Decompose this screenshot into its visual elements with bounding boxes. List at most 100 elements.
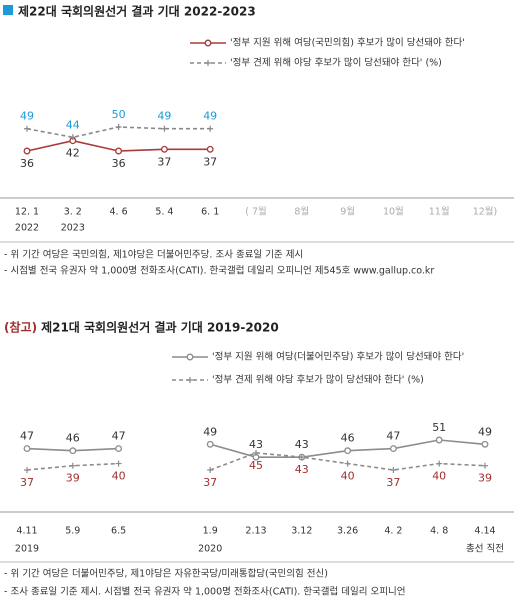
x-tick-label: 8월 (294, 206, 309, 218)
point (24, 467, 30, 473)
x-tick-label: 4. 2 (384, 526, 402, 537)
data-label: 39 (66, 472, 80, 485)
point (481, 440, 489, 448)
point (344, 447, 352, 455)
point (253, 449, 259, 456)
point (436, 460, 443, 467)
data-label: 49 (20, 110, 34, 123)
x-sublabel: 2020 (198, 544, 222, 555)
data-label: 43 (295, 463, 309, 476)
point (206, 440, 214, 448)
legend-marker (187, 377, 193, 383)
data-label: 43 (249, 438, 263, 451)
point (390, 467, 397, 473)
x-tick-label: 2.13 (245, 526, 266, 537)
point (161, 125, 168, 132)
data-label: 36 (112, 157, 126, 170)
legend-label: '정부 견제 위해 야당 후보가 많이 당선돼야 한다' (%) (212, 374, 424, 386)
chart-title: 제21대 국회의원선거 결과 기대 2019-2020 (41, 320, 279, 335)
x-tick-label: 6.5 (111, 526, 126, 537)
data-label: 46 (341, 432, 355, 445)
point (69, 462, 76, 469)
chart-title: 제22대 국회의원선거 결과 기대 2022-2023 (18, 4, 256, 19)
point (207, 467, 214, 473)
data-label: 47 (386, 430, 400, 443)
point (115, 147, 123, 155)
point (389, 445, 397, 453)
point (160, 145, 168, 153)
point (298, 454, 305, 461)
legend-marker (186, 353, 194, 361)
legend-marker (205, 60, 211, 66)
data-label: 40 (432, 470, 446, 483)
data-label: 47 (20, 430, 34, 443)
data-label: 39 (478, 472, 492, 485)
data-label: 47 (112, 430, 126, 443)
data-label: 43 (295, 438, 309, 451)
data-label: 37 (203, 476, 217, 489)
data-label: 49 (203, 425, 217, 438)
data-label: 37 (203, 155, 217, 168)
x-tick-label: 1.9 (203, 526, 218, 537)
x-tick-label: 11월 (429, 206, 450, 218)
point (435, 436, 443, 444)
x-tick-label: 10월 (383, 206, 404, 218)
data-label: 40 (341, 470, 355, 483)
x-sublabel: 2023 (61, 223, 85, 234)
x-sublabel: 2019 (15, 544, 39, 555)
point (115, 445, 123, 453)
data-label: 50 (112, 108, 126, 121)
data-label: 49 (478, 425, 492, 438)
legend-label: '정부 지원 위해 여당(국민의힘) 후보가 많이 당선돼야 한다' (230, 37, 465, 49)
legend-label: '정부 지원 위해 여당(더불어민주당) 후보가 많이 당선돼야 한다' (212, 351, 464, 363)
x-tick-label: 5.9 (65, 526, 80, 537)
legend-label: '정부 견제 위해 야당 후보가 많이 당선돼야 한다' (%) (230, 57, 442, 69)
data-label: 37 (20, 476, 34, 489)
point (206, 145, 214, 153)
point (115, 124, 122, 130)
data-label: 49 (157, 110, 171, 123)
point (69, 447, 77, 455)
title-icon (3, 5, 13, 15)
x-tick-label: ( 7월 (245, 206, 267, 218)
x-tick-label: 3. 2 (64, 207, 82, 218)
x-tick-label: 4.14 (474, 526, 495, 537)
x-tick-label: 4.11 (16, 526, 37, 537)
legend-marker (204, 39, 212, 47)
footnote: - 위 기간 여당은 더불어민주당, 제1야당은 자유한국당/미래통합당(국민의… (4, 568, 328, 580)
x-tick-label: 3.26 (337, 526, 358, 537)
data-label: 37 (386, 476, 400, 489)
data-label: 51 (432, 421, 446, 434)
point (482, 462, 488, 469)
data-label: 37 (157, 155, 171, 168)
x-tick-label: 12월) (473, 206, 498, 218)
data-label: 49 (203, 110, 217, 123)
data-label: 36 (20, 157, 34, 170)
x-tick-label: 4. 6 (110, 207, 128, 218)
x-tick-label: 6. 1 (201, 207, 219, 218)
point (24, 125, 30, 132)
point (115, 460, 122, 467)
point (344, 460, 351, 467)
data-label: 42 (66, 147, 80, 160)
footnote: - 시점별 전국 유권자 약 1,000명 전화조사(CATI). 한국갤럽 데… (4, 265, 434, 277)
footnote: - 조사 종료일 기준 제시. 시점별 전국 유권자 약 1,000명 전화조사… (4, 586, 406, 598)
point (23, 147, 31, 155)
x-sublabel: 2022 (15, 223, 39, 234)
x-tick-label: 3.12 (291, 526, 312, 537)
point (69, 134, 76, 141)
data-label: 44 (66, 118, 80, 131)
point (207, 125, 214, 132)
point (23, 445, 31, 453)
data-label: 46 (66, 432, 80, 445)
data-label: 45 (249, 459, 263, 472)
x-tick-label: 5. 4 (155, 207, 173, 218)
x-tick-label: 4. 8 (430, 526, 448, 537)
x-tick-label: 9월 (340, 206, 355, 218)
data-label: 40 (112, 470, 126, 483)
footnote: - 위 기간 여당은 국민의힘, 제1야당은 더불어민주당. 조사 종료일 기준… (4, 249, 303, 261)
x-sublabel: 총선 직전 (466, 544, 504, 555)
x-tick-label: 12. 1 (15, 207, 39, 218)
title-prefix: (참고) (4, 320, 37, 335)
